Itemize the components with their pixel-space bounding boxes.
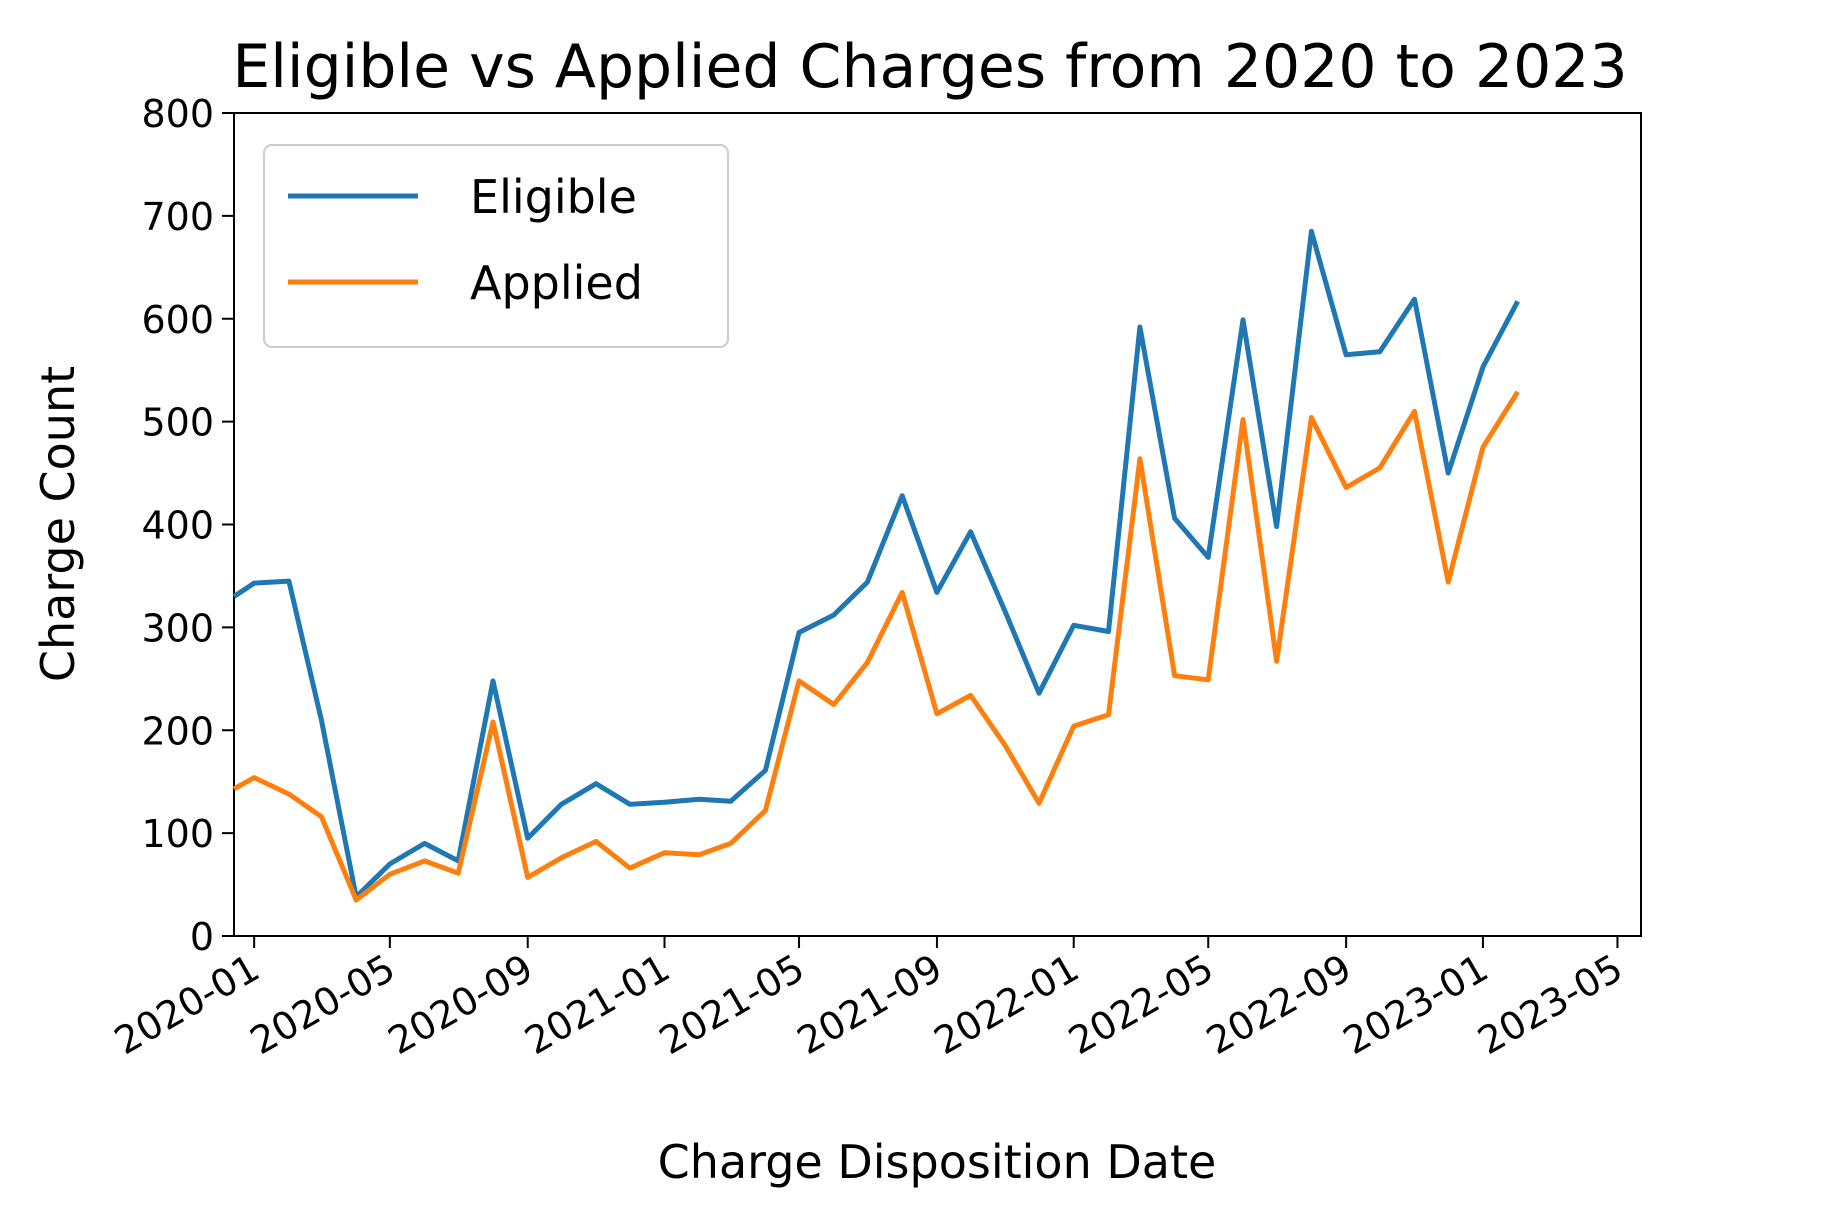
series-line-applied	[232, 390, 1520, 903]
x-tick-label: 2021-05	[652, 946, 812, 1063]
y-tick-label: 500	[141, 401, 214, 445]
y-axis-label: Charge Count	[31, 366, 85, 682]
legend-label-eligible: Eligible	[470, 170, 637, 224]
x-tick-label: 2021-09	[790, 946, 950, 1063]
x-tick-label: 2020-09	[381, 946, 541, 1063]
legend: Eligible Applied	[263, 144, 729, 348]
y-tick-label: 300	[141, 606, 214, 650]
x-axis-label: Charge Disposition Date	[658, 1135, 1217, 1189]
series-layer	[232, 228, 1520, 903]
x-tick-label: 2023-01	[1336, 946, 1496, 1063]
legend-label-applied: Applied	[470, 256, 643, 310]
y-tick-label: 100	[141, 812, 214, 856]
y-tick-label: 800	[141, 92, 214, 136]
y-tick-label: 400	[141, 504, 214, 548]
y-axis: 0 100 200 300 400 500 600 700 800	[141, 92, 234, 959]
y-tick-label: 700	[141, 195, 214, 239]
x-tick-label: 2023-05	[1470, 946, 1630, 1063]
x-tick-label: 2022-05	[1061, 946, 1221, 1063]
y-tick-label: 600	[141, 298, 214, 342]
x-tick-label: 2022-09	[1199, 946, 1359, 1063]
x-axis: 2020-012020-052020-092021-012021-052021-…	[107, 936, 1630, 1063]
x-tick-label: 2022-01	[927, 946, 1087, 1063]
x-tick-label: 2020-01	[107, 946, 267, 1063]
series-line-eligible	[232, 228, 1520, 900]
y-tick-label: 200	[141, 709, 214, 753]
x-tick-label: 2021-01	[517, 946, 677, 1063]
x-tick-label: 2020-05	[243, 946, 403, 1063]
y-tick-label: 0	[190, 915, 214, 959]
chart-title: Eligible vs Applied Charges from 2020 to…	[232, 32, 1627, 102]
